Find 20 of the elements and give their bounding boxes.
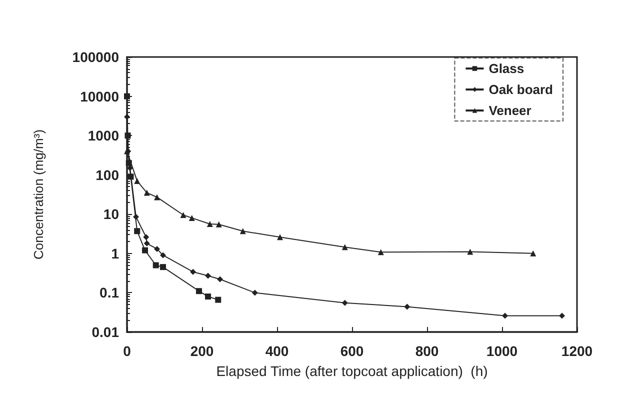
y-tick-label: 0.1 xyxy=(100,284,120,301)
y-tick-label: 1 xyxy=(111,245,120,262)
y-tick-label: 0.01 xyxy=(92,324,120,340)
x-tick-label: 400 xyxy=(265,343,289,359)
x-tick-label: 200 xyxy=(190,343,214,359)
y-axis-title: Concentration (mg/m³) xyxy=(31,129,46,260)
x-tick-label: 1000 xyxy=(486,343,518,359)
y-tick-label: 100 xyxy=(96,166,120,183)
x-tick-label: 800 xyxy=(415,343,439,359)
x-tick-label: 1200 xyxy=(561,343,593,359)
x-tick-label: 0 xyxy=(123,343,132,359)
y-tick-label: 1000 xyxy=(88,128,120,144)
x-axis-title: Elapsed Time (after topcoat application) (h) xyxy=(216,363,488,379)
legend-label: Oak board xyxy=(488,82,554,97)
y-tick-label: 10000 xyxy=(80,88,120,104)
x-tick-label: 600 xyxy=(340,343,364,359)
y-tick-label: 100000 xyxy=(72,49,120,65)
legend-label: Veneer xyxy=(488,103,532,118)
y-tick-label: 10 xyxy=(103,206,120,222)
legend-label: Glass xyxy=(488,61,524,76)
